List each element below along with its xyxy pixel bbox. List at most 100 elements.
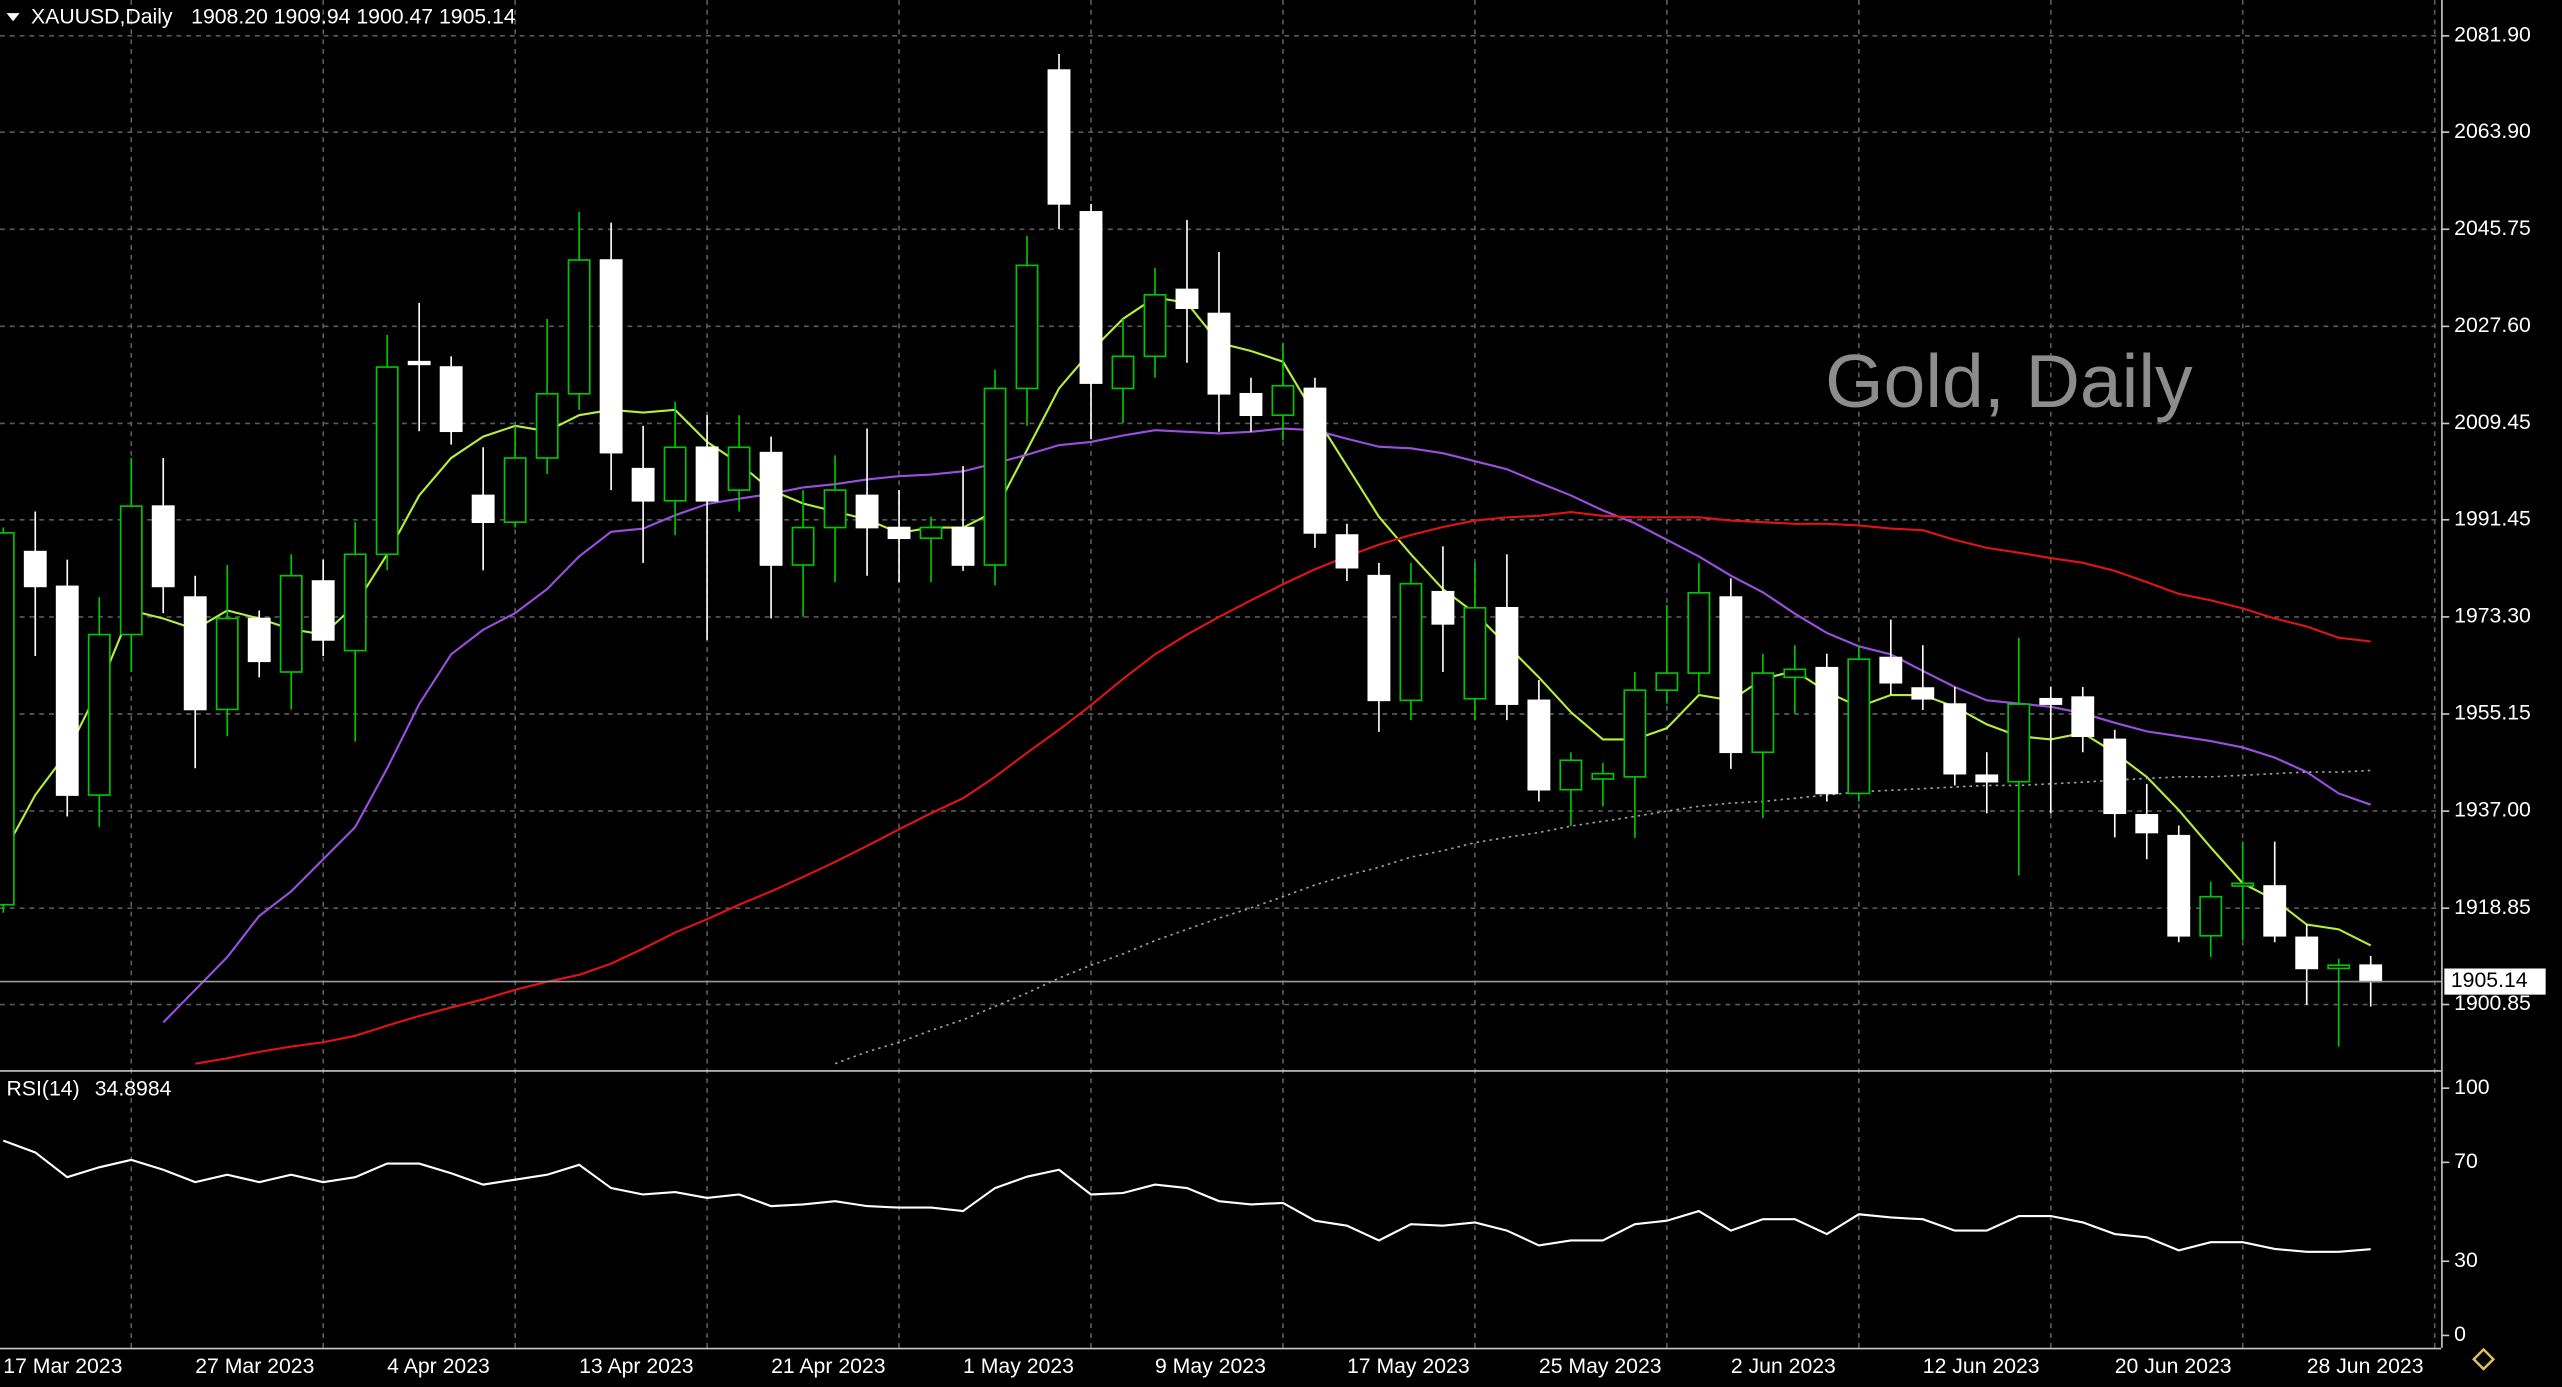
candle-body-down [2359, 964, 2383, 983]
candle-body-down [2135, 814, 2159, 834]
candle-body-up [1623, 689, 1647, 778]
candle-body-down [23, 550, 47, 588]
watermark: Gold, Daily [1825, 339, 2193, 423]
candle-body-down [1175, 288, 1199, 309]
x-tick-label: 20 Jun 2023 [2115, 1355, 2232, 1378]
candle-body-up [2327, 964, 2351, 970]
candle-body-down [1815, 666, 1839, 795]
x-tick-label: 25 May 2023 [1539, 1355, 1662, 1378]
rsi-value: 34.8984 [95, 1077, 172, 1100]
candle-body-up [503, 457, 527, 524]
candle-body-up [791, 526, 815, 566]
candle-body-up [1463, 606, 1487, 700]
candle-body-down [1079, 211, 1103, 384]
y-tick-label: 2081.90 [2454, 23, 2531, 46]
rsi-tick-label: 30 [2454, 1249, 2478, 1272]
candle-body-down [1943, 703, 1967, 775]
candle-body-up [823, 489, 847, 529]
candle-body-down [2103, 738, 2127, 815]
rsi-panel [2, 1139, 2371, 1253]
candle-body-up [1847, 658, 1871, 795]
candle-body-up [343, 553, 367, 652]
current-price-box [2444, 968, 2546, 995]
candle-body-up [375, 366, 399, 556]
candle-body-down [1207, 312, 1231, 395]
candle-body-up [0, 532, 15, 906]
y-tick-label: 1900.85 [2454, 992, 2531, 1015]
candle-body-up [567, 259, 591, 395]
y-tick-label: 2045.75 [2454, 217, 2531, 240]
x-tick-label: 13 Apr 2023 [579, 1355, 693, 1378]
x-tick-label: 21 Apr 2023 [771, 1355, 885, 1378]
y-tick-label: 1991.45 [2454, 507, 2531, 530]
collapse-arrow[interactable] [6, 13, 20, 22]
price-panel [0, 54, 2383, 1065]
candle-body-down [599, 259, 623, 454]
candle-body-up [1783, 668, 1807, 679]
candle-body-down [1527, 699, 1551, 791]
x-tick-label: 27 Mar 2023 [195, 1355, 314, 1378]
candle-body-down [951, 526, 975, 566]
candle-body-up [1591, 772, 1615, 780]
candle-body-down [311, 580, 335, 641]
candle-body-down [2167, 834, 2191, 937]
candle-body-down [1495, 606, 1519, 705]
x-tick-label: 2 Jun 2023 [1731, 1355, 1836, 1378]
candle-body-down [1911, 687, 1935, 700]
candle-body-up [2007, 703, 2031, 783]
x-tick-label: 17 May 2023 [1347, 1355, 1470, 1378]
candle-body-up [983, 387, 1007, 566]
x-tick-label: 12 Jun 2023 [1923, 1355, 2040, 1378]
y-tick-label: 1973.30 [2454, 605, 2531, 628]
candle-body-down [1719, 596, 1743, 754]
candle-body-down [1047, 69, 1071, 205]
moving-average-line [195, 510, 2371, 1065]
candle-body-down [183, 596, 207, 711]
candle-body-up [2231, 882, 2255, 887]
x-tick-label: 28 Jun 2023 [2307, 1355, 2424, 1378]
candle-body-down [439, 366, 463, 433]
candle-body-down [471, 494, 495, 524]
candle-body-up [1655, 672, 1679, 692]
candle-body-up [1559, 759, 1583, 791]
candle-body-up [119, 505, 143, 636]
rsi-tick-label: 0 [2454, 1323, 2466, 1346]
current-price-label: 1905.14 [2451, 969, 2528, 992]
candle-body-up [1751, 672, 1775, 754]
candle-body-down [247, 617, 271, 663]
candle-body-up [1271, 384, 1295, 417]
candle-body-down [55, 585, 79, 796]
logo [2472, 1347, 2496, 1371]
candle-body-up [215, 617, 239, 711]
rsi-title: RSI(14) [7, 1077, 80, 1100]
candle-body-down [407, 360, 431, 366]
y-tick-label: 1918.85 [2454, 896, 2531, 919]
y-tick-label: 1955.15 [2454, 702, 2531, 725]
symbol-label: XAUUSD,Daily [31, 6, 173, 29]
candle-body-down [695, 446, 719, 502]
y-tick-label: 2009.45 [2454, 411, 2531, 434]
candle-body-up [919, 526, 943, 540]
candle-body-down [151, 505, 175, 588]
x-tick-label: 9 May 2023 [1155, 1355, 1266, 1378]
x-tick-label: 1 May 2023 [963, 1355, 1074, 1378]
candle-body-up [535, 392, 559, 459]
candle-body-down [2039, 697, 2063, 705]
candle-body-down [1335, 534, 1359, 569]
candle-body-up [2199, 895, 2223, 937]
rsi-tick-label: 70 [2454, 1150, 2478, 1173]
y-tick-label: 2063.90 [2454, 120, 2531, 143]
y-tick-label: 1937.00 [2454, 799, 2531, 822]
candle-body-down [1879, 656, 1903, 684]
candle-body-down [1239, 392, 1263, 417]
candle-body-down [2295, 936, 2319, 970]
candle-body-down [631, 467, 655, 502]
candle-body-down [2071, 696, 2095, 738]
axis-layer: 1900.85 1918.85 1937.00 1955.15 1973.30 1991.… [0, 23, 2546, 1378]
rsi-line [2, 1139, 2371, 1253]
y-tick-label: 2027.60 [2454, 314, 2531, 337]
candle-body-down [1303, 387, 1327, 534]
